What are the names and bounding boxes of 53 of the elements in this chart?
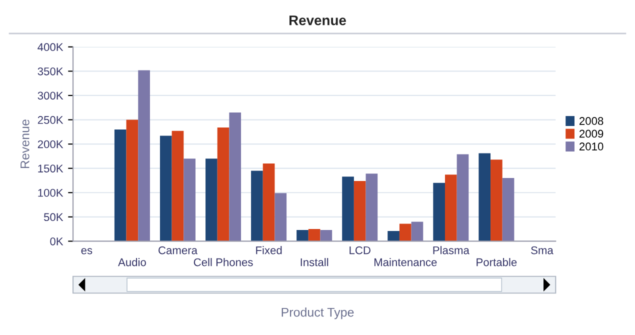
legend-label: 2010 bbox=[580, 142, 604, 150]
bar bbox=[433, 182, 445, 242]
bar bbox=[138, 70, 150, 242]
y-tick-label: 150K bbox=[38, 164, 64, 172]
x-tick-label: Cell Phones bbox=[194, 258, 253, 266]
bar bbox=[274, 193, 287, 242]
bar bbox=[172, 130, 184, 242]
bar bbox=[342, 176, 354, 242]
legend-label: 2009 bbox=[580, 130, 604, 138]
x-axis-title: Product Type bbox=[282, 308, 354, 320]
x-tick-label: Sma bbox=[531, 246, 554, 254]
x-tick-label: Install bbox=[300, 258, 328, 266]
bar bbox=[262, 163, 275, 242]
x-tick-label: Plasma bbox=[433, 246, 470, 254]
y-tick-label: 0K bbox=[50, 237, 64, 246]
y-tick-label: 300K bbox=[38, 92, 64, 100]
x-tick-label: LCD bbox=[350, 246, 370, 254]
bar bbox=[308, 229, 320, 242]
bar bbox=[354, 180, 366, 242]
bar bbox=[444, 174, 457, 242]
x-tick-label: Camera bbox=[158, 246, 198, 254]
bar bbox=[490, 160, 502, 242]
y-tick-label: 200K bbox=[38, 140, 64, 148]
chart-title: Revenue bbox=[289, 16, 346, 26]
x-tick-label: Portable bbox=[476, 258, 517, 266]
bar bbox=[184, 158, 196, 242]
y-tick-label: 100K bbox=[38, 188, 64, 197]
bar bbox=[206, 158, 218, 242]
bar bbox=[229, 112, 242, 242]
x-tick-label: Maintenance bbox=[374, 258, 437, 266]
bar bbox=[456, 154, 469, 242]
bar bbox=[160, 136, 172, 242]
x-tick-label: es bbox=[81, 248, 92, 254]
bar bbox=[478, 153, 491, 242]
bar bbox=[126, 120, 138, 242]
x-tick-label: Audio bbox=[118, 258, 146, 266]
x-tick-label: Fixed bbox=[256, 246, 282, 254]
bar bbox=[502, 178, 514, 242]
y-tick-label: 400K bbox=[38, 43, 64, 52]
bar bbox=[296, 230, 308, 242]
bar bbox=[251, 170, 263, 242]
bar bbox=[114, 129, 126, 242]
bar bbox=[411, 222, 424, 242]
bar bbox=[399, 224, 412, 242]
bar bbox=[388, 231, 400, 242]
y-tick-label: 50K bbox=[44, 213, 64, 222]
y-tick-label: 350K bbox=[38, 67, 64, 76]
bar bbox=[217, 128, 230, 242]
legend-label: 2008 bbox=[580, 117, 604, 125]
bar bbox=[366, 174, 378, 242]
y-axis-title: Revenue bbox=[20, 120, 30, 168]
bar bbox=[320, 230, 332, 242]
y-tick-label: 250K bbox=[38, 116, 64, 124]
